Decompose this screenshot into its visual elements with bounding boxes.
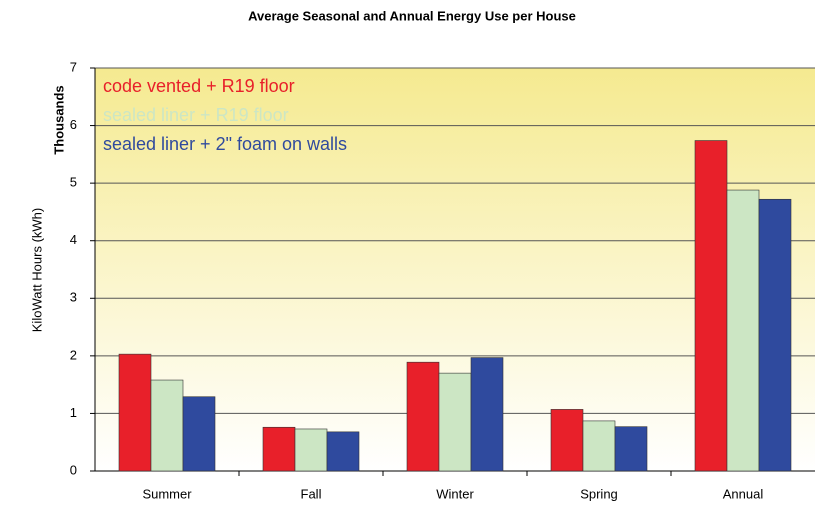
y-tick-label: 3 xyxy=(70,290,77,305)
bar xyxy=(726,189,760,472)
bar xyxy=(182,396,216,472)
bar xyxy=(470,357,504,472)
y-unit-label: Thousands xyxy=(51,85,66,154)
bar xyxy=(150,379,184,472)
bar xyxy=(758,198,792,472)
x-tick-label: Winter xyxy=(436,486,474,501)
y-tick-label: 6 xyxy=(70,117,77,132)
y-tick-label: 5 xyxy=(70,175,77,190)
x-tick-label: Spring xyxy=(580,486,618,501)
bar xyxy=(438,372,472,472)
bar xyxy=(694,140,728,472)
x-tick-label: Summer xyxy=(142,486,192,501)
bar xyxy=(118,353,152,472)
legend-entry: code vented + R19 floor xyxy=(103,76,295,96)
y-tick-label: 0 xyxy=(70,462,77,477)
chart-title: Average Seasonal and Annual Energy Use p… xyxy=(248,8,576,23)
bar xyxy=(294,428,328,472)
y-tick-label: 2 xyxy=(70,347,77,362)
legend-entry: sealed liner + R19 floor xyxy=(103,105,289,125)
bar xyxy=(406,361,440,472)
bar xyxy=(614,426,648,472)
y-axis-label: KiloWatt Hours (kWh) xyxy=(29,208,44,332)
bar xyxy=(550,409,584,472)
x-tick-label: Fall xyxy=(301,486,322,501)
legend-entry: sealed liner + 2" foam on walls xyxy=(103,134,347,154)
bar xyxy=(326,431,360,472)
y-tick-label: 7 xyxy=(70,59,77,74)
bar xyxy=(262,426,296,472)
x-tick-label: Annual xyxy=(723,486,764,501)
y-tick-label: 4 xyxy=(70,232,77,247)
y-tick-label: 1 xyxy=(70,405,77,420)
bar xyxy=(582,420,616,472)
